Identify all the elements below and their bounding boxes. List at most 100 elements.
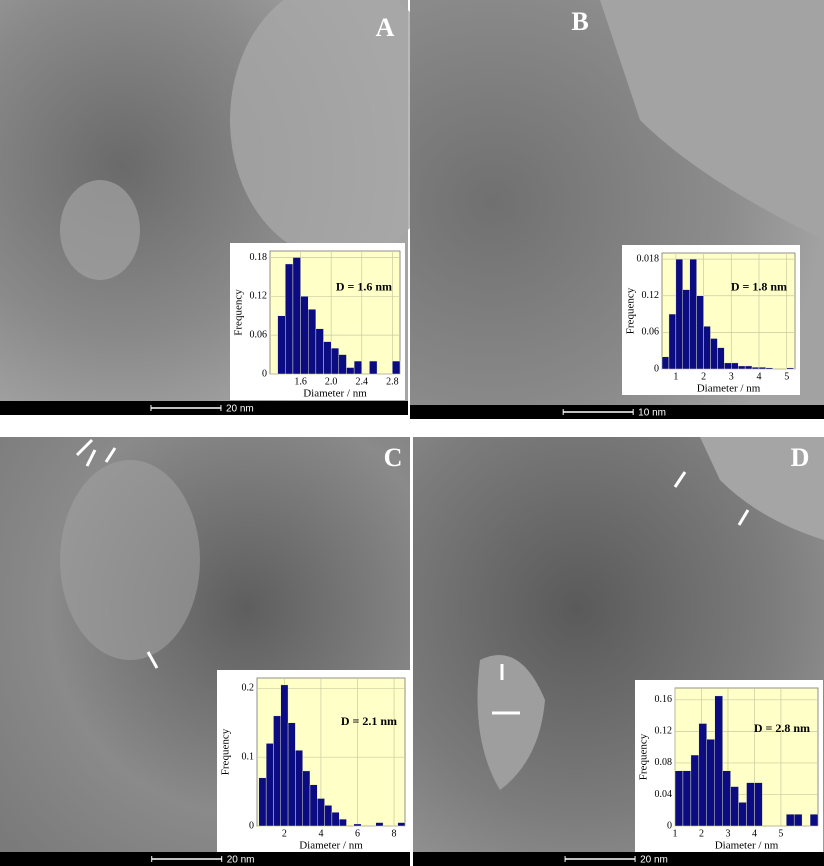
bar [682,289,690,370]
panel: B 10 nm 0 0.06 0.12 0.018 1 2 3 4 5 D = 1.8 nm Diame… [410,7,824,419]
x-tick-label: 6 [355,828,360,839]
bar [661,356,670,370]
y-tick-label: 0.18 [250,252,268,263]
background-region [60,460,200,660]
bar [675,258,683,370]
bar [330,347,340,375]
bar [786,367,794,370]
y-tick-label: 0 [667,820,672,831]
x-tick-label: 2 [282,828,287,839]
bar [300,296,309,375]
panel: D 20 nm 0 0.04 0.08 0.12 0.16 1 2 3 4 5 D = 2.8 nm Di… [413,443,824,866]
bar [809,813,819,827]
panel-label: C [384,443,403,472]
x-tick-label: 1.6 [294,376,307,387]
bar [746,782,755,827]
x-axis-label: Diameter / nm [303,388,367,400]
bar [346,367,355,375]
bar [258,777,267,827]
bar [317,798,325,827]
y-tick-label: 0.04 [655,789,673,800]
bar [323,341,332,375]
annotation: D = 1.6 nm [336,280,392,294]
bar [315,328,324,375]
bar [331,812,340,827]
y-axis-label: Frequency [625,287,637,334]
x-tick-label: 5 [778,828,783,839]
y-axis-label: Frequency [233,289,245,336]
annotation: D = 2.8 nm [754,721,810,735]
bar [338,354,347,375]
x-tick-label: 3 [725,828,730,839]
y-tick-label: 0.12 [642,290,660,301]
panel-label: A [376,13,395,42]
x-axis-label: Diameter / nm [299,840,363,852]
bar [392,360,401,375]
x-tick-label: 2 [699,828,704,839]
bar [706,739,715,827]
bar [353,360,362,375]
x-tick-label: 2 [701,371,706,382]
bar [689,258,697,370]
x-tick-label: 4 [318,828,323,839]
y-tick-label: 0 [654,363,659,374]
bar [375,822,384,827]
scale-bar-label: 10 nm [638,408,666,419]
bar [710,338,718,370]
y-tick-label: 0.2 [242,683,255,694]
bar [273,715,281,827]
bar [668,313,677,370]
background-region [477,655,545,790]
bar [353,823,362,827]
arrows [75,438,750,715]
arrow [673,471,687,488]
x-tick-label: 4 [756,371,761,382]
annotation: D = 1.8 nm [731,280,787,294]
bar [696,295,704,370]
bar [302,770,311,827]
y-axis-label: Frequency [638,733,650,780]
bar [309,784,318,827]
bar [737,365,746,370]
bar [324,805,333,827]
y-tick-label: 0.16 [655,694,673,705]
panel-label: D [791,443,810,472]
bar [682,770,692,827]
y-tick-label: 0.06 [642,327,660,338]
bar [724,362,732,370]
panel: C 20 nm 0 0.1 0.2 2 4 6 8 D = 2.1 nm Diameter / nm… [0,443,410,866]
arrow [737,509,750,526]
arrow [104,447,117,463]
bar [690,754,700,827]
x-tick-label: 1 [673,371,678,382]
bar [786,813,795,827]
bar [722,770,731,827]
y-axis-label: Frequency [220,728,232,775]
background-region [600,0,824,240]
bar [758,366,767,370]
arrow [146,651,159,669]
y-tick-label: 0.06 [250,329,268,340]
bar [731,362,739,370]
y-tick-label: 0.12 [250,291,268,302]
bar [285,263,294,375]
bar [265,743,274,827]
x-tick-label: 5 [784,371,789,382]
bar [751,366,760,370]
x-tick-label: 4 [752,828,757,839]
y-tick-label: 0 [262,368,267,379]
bar [703,326,711,370]
x-tick-label: 3 [729,371,734,382]
bar [308,309,317,375]
bar [717,347,725,370]
bar [292,257,301,375]
bar [295,750,303,827]
bar [738,802,747,827]
bar [277,315,286,375]
y-tick-label: 0 [249,820,254,831]
x-tick-label: 2.0 [325,376,338,387]
scale-bar-label: 20 nm [640,855,668,866]
annotation: D = 2.1 nm [341,714,397,728]
bar [339,818,347,827]
